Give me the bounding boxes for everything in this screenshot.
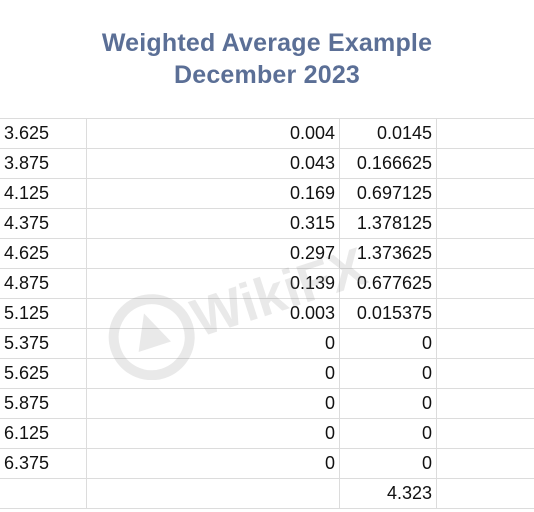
cell-weight[interactable]: 0.139 xyxy=(86,268,340,299)
total-row: 4.323 xyxy=(0,478,534,509)
title-line-2: December 2023 xyxy=(173,61,361,89)
cell-weight[interactable]: 0.043 xyxy=(86,148,340,179)
table-row: 4.375 0.315 1.378125 xyxy=(0,208,534,239)
cell-weight[interactable]: 0 xyxy=(86,448,340,479)
table-row: 5.125 0.003 0.015375 xyxy=(0,298,534,329)
cell-rate[interactable]: 3.625 xyxy=(0,118,87,149)
cell-empty[interactable] xyxy=(0,478,87,509)
cell-weight[interactable]: 0.315 xyxy=(86,208,340,239)
cell-product[interactable]: 1.378125 xyxy=(339,208,437,239)
cell-rate[interactable]: 5.375 xyxy=(0,328,87,359)
cell-total[interactable]: 4.323 xyxy=(339,478,437,509)
cell-weight[interactable]: 0 xyxy=(86,388,340,419)
cell-weight[interactable]: 0.004 xyxy=(86,118,340,149)
table-row: 5.375 0 0 xyxy=(0,328,534,359)
cell-weight[interactable]: 0.297 xyxy=(86,238,340,269)
cell-empty[interactable] xyxy=(436,448,534,479)
table-row: 3.625 0.004 0.0145 xyxy=(0,118,534,149)
cell-empty[interactable] xyxy=(436,418,534,449)
table-row: 6.125 0 0 xyxy=(0,418,534,449)
title-line-1: Weighted Average Example xyxy=(101,29,433,57)
cell-empty[interactable] xyxy=(436,208,534,239)
cell-product[interactable]: 1.373625 xyxy=(339,238,437,269)
cell-product[interactable]: 0.697125 xyxy=(339,178,437,209)
cell-rate[interactable]: 4.125 xyxy=(0,178,87,209)
spreadsheet-grid: 3.625 0.004 0.0145 3.875 0.043 0.166625 … xyxy=(0,118,534,512)
cell-product[interactable]: 0 xyxy=(339,418,437,449)
cell-rate[interactable]: 4.875 xyxy=(0,268,87,299)
cell-rate[interactable]: 3.875 xyxy=(0,148,87,179)
cell-weight[interactable]: 0 xyxy=(86,358,340,389)
table-row: 5.875 0 0 xyxy=(0,388,534,419)
cell-rate[interactable]: 5.125 xyxy=(0,298,87,329)
table-row: 4.125 0.169 0.697125 xyxy=(0,178,534,209)
cell-empty[interactable] xyxy=(86,478,340,509)
cell-rate[interactable]: 4.375 xyxy=(0,208,87,239)
cell-empty[interactable] xyxy=(436,388,534,419)
cell-weight[interactable]: 0.169 xyxy=(86,178,340,209)
cell-weight[interactable]: 0.003 xyxy=(86,298,340,329)
cell-empty[interactable] xyxy=(436,118,534,149)
cell-empty[interactable] xyxy=(436,298,534,329)
cell-empty[interactable] xyxy=(436,328,534,359)
table-row: 4.875 0.139 0.677625 xyxy=(0,268,534,299)
cell-weight[interactable]: 0 xyxy=(86,328,340,359)
cell-weight[interactable]: 0 xyxy=(86,418,340,449)
cell-empty[interactable] xyxy=(436,268,534,299)
cell-rate[interactable]: 4.625 xyxy=(0,238,87,269)
cell-rate[interactable]: 6.125 xyxy=(0,418,87,449)
cell-product[interactable]: 0.0145 xyxy=(339,118,437,149)
cell-product[interactable]: 0 xyxy=(339,328,437,359)
chart-title: Weighted Average Example December 2023 xyxy=(0,0,534,118)
cell-rate[interactable]: 6.375 xyxy=(0,448,87,479)
table-row: 6.375 0 0 xyxy=(0,448,534,479)
cell-product[interactable]: 0.015375 xyxy=(339,298,437,329)
cell-product[interactable]: 0.677625 xyxy=(339,268,437,299)
cell-empty[interactable] xyxy=(436,358,534,389)
cell-empty[interactable] xyxy=(436,148,534,179)
cell-product[interactable]: 0 xyxy=(339,448,437,479)
cell-empty[interactable] xyxy=(436,238,534,269)
table-row: 3.875 0.043 0.166625 xyxy=(0,148,534,179)
data-table: 3.625 0.004 0.0145 3.875 0.043 0.166625 … xyxy=(0,118,534,509)
cell-rate[interactable]: 5.625 xyxy=(0,358,87,389)
table-row: 5.625 0 0 xyxy=(0,358,534,389)
table-row: 4.625 0.297 1.373625 xyxy=(0,238,534,269)
cell-empty[interactable] xyxy=(436,478,534,509)
cell-product[interactable]: 0 xyxy=(339,358,437,389)
cell-product[interactable]: 0.166625 xyxy=(339,148,437,179)
cell-rate[interactable]: 5.875 xyxy=(0,388,87,419)
cell-product[interactable]: 0 xyxy=(339,388,437,419)
cell-empty[interactable] xyxy=(436,178,534,209)
